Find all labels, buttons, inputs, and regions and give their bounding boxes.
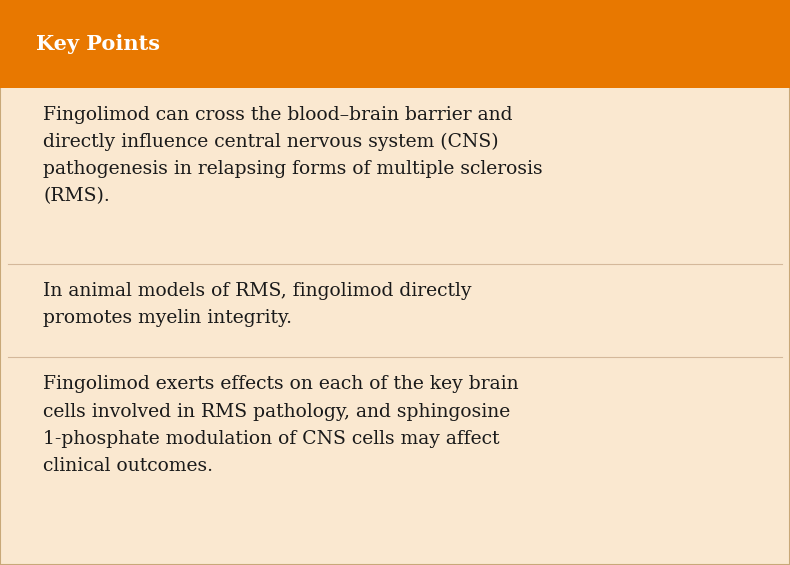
Text: Key Points: Key Points [36,34,160,54]
Text: Fingolimod can cross the blood–brain barrier and
directly influence central nerv: Fingolimod can cross the blood–brain bar… [43,106,543,205]
Text: Fingolimod exerts effects on each of the key brain
cells involved in RMS patholo: Fingolimod exerts effects on each of the… [43,375,519,475]
FancyBboxPatch shape [0,0,790,88]
Text: In animal models of RMS, fingolimod directly
promotes myelin integrity.: In animal models of RMS, fingolimod dire… [43,282,472,327]
